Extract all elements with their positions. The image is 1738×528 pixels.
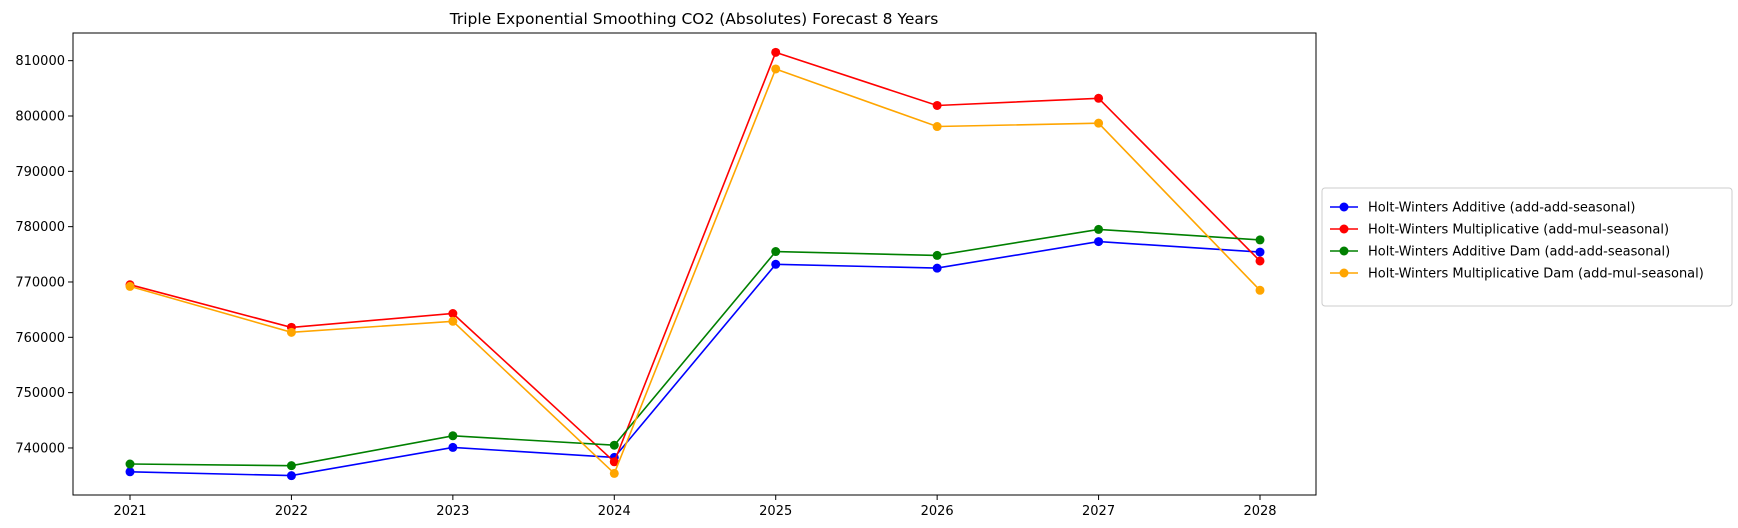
data-point — [125, 281, 135, 291]
y-tick-label: 770000 — [15, 275, 65, 290]
data-point — [932, 100, 942, 110]
data-point — [771, 259, 781, 269]
data-point — [448, 442, 458, 452]
x-tick-label: 2026 — [921, 504, 954, 519]
legend-item: Holt-Winters Multiplicative (add-mul-sea… — [1330, 223, 1669, 238]
data-point — [1094, 224, 1104, 234]
y-tick-label: 810000 — [15, 54, 65, 69]
data-point — [609, 457, 619, 467]
series-line — [129, 240, 1261, 477]
data-point — [286, 461, 296, 471]
data-point — [125, 459, 135, 469]
legend-marker — [1339, 268, 1349, 278]
legend-label: Holt-Winters Additive (add-add-seasonal) — [1368, 201, 1635, 216]
legend-label: Holt-Winters Additive Dam (add-add-seaso… — [1368, 245, 1670, 260]
y-tick-label: 760000 — [15, 331, 65, 346]
series-line — [129, 67, 1261, 475]
data-point — [448, 431, 458, 441]
data-point — [1255, 247, 1265, 257]
series-layer — [125, 47, 1265, 481]
data-point — [771, 64, 781, 74]
data-point — [771, 247, 781, 257]
legend-box — [1321, 187, 1733, 307]
legend-marker — [1339, 224, 1349, 234]
data-point — [448, 309, 458, 319]
x-axis: 2021 2022 2023 2024 2025 2026 2027 2028 — [113, 495, 1277, 519]
data-point — [1094, 237, 1104, 247]
data-point — [448, 316, 458, 326]
legend-label: Holt-Winters Multiplicative Dam (add-mul… — [1368, 267, 1704, 282]
series-line — [129, 228, 1261, 467]
x-tick-label: 2022 — [275, 504, 308, 519]
legend-marker — [1339, 246, 1349, 256]
data-point — [1255, 235, 1265, 245]
data-point — [932, 122, 942, 132]
series-1 — [125, 237, 1265, 481]
data-point — [771, 47, 781, 57]
series-line — [129, 51, 1261, 464]
y-tick-label: 750000 — [15, 386, 65, 401]
y-tick-label: 780000 — [15, 220, 65, 235]
legend: Holt-Winters Additive (add-add-seasonal)… — [1321, 187, 1733, 307]
series-3 — [125, 224, 1265, 471]
x-tick-label: 2028 — [1243, 504, 1276, 519]
x-tick-label: 2027 — [1082, 504, 1115, 519]
y-axis: 740000 750000 760000 770000 780000 790000 8000… — [15, 54, 73, 456]
x-tick-label: 2024 — [598, 504, 631, 519]
legend-label: Holt-Winters Multiplicative (add-mul-sea… — [1368, 223, 1669, 238]
data-point — [1255, 256, 1265, 266]
x-tick-label: 2025 — [759, 504, 792, 519]
x-tick-label: 2021 — [113, 504, 146, 519]
legend-marker — [1339, 202, 1349, 212]
data-point — [1094, 118, 1104, 128]
plot-area — [72, 32, 1317, 496]
legend-item: Holt-Winters Multiplicative Dam (add-mul… — [1330, 267, 1704, 282]
series-2 — [125, 47, 1265, 467]
legend-item: Holt-Winters Additive Dam (add-add-seaso… — [1330, 245, 1670, 260]
data-point — [1094, 93, 1104, 103]
y-tick-label: 800000 — [15, 109, 65, 124]
data-point — [609, 440, 619, 450]
data-point — [125, 467, 135, 477]
data-point — [286, 471, 296, 481]
y-tick-label: 740000 — [15, 441, 65, 456]
chart-title: Triple Exponential Smoothing CO2 (Absolu… — [449, 10, 939, 28]
data-point — [932, 250, 942, 260]
legend-item: Holt-Winters Additive (add-add-seasonal) — [1330, 201, 1635, 216]
x-tick-label: 2023 — [436, 504, 469, 519]
y-tick-label: 790000 — [15, 165, 65, 180]
series-4 — [125, 64, 1265, 478]
data-point — [1255, 285, 1265, 295]
data-point — [286, 327, 296, 337]
data-point — [932, 263, 942, 273]
data-point — [609, 468, 619, 478]
